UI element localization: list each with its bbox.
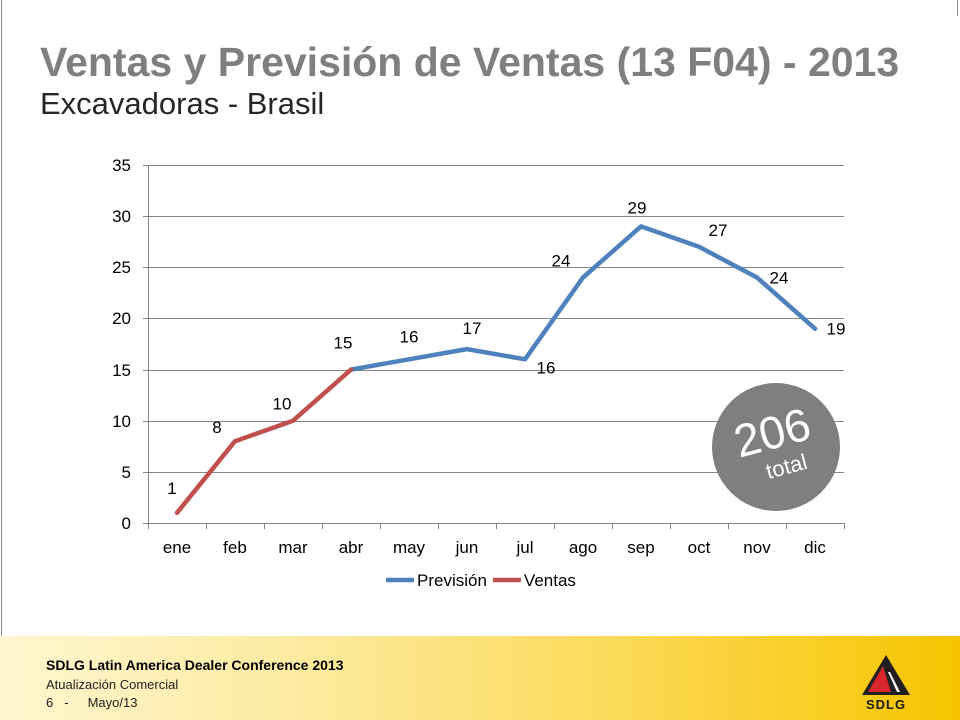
data-label: 24 <box>552 252 571 271</box>
data-label: 19 <box>827 320 846 339</box>
x-axis-labels: ene feb mar abr may jun jul ago sep oct nov dic <box>163 538 827 557</box>
x-tick-label: mar <box>278 538 308 557</box>
y-tick-label: 20 <box>112 309 131 328</box>
line-chart: 0 5 10 15 20 25 30 35 ene feb mar abr may jun jul ago se… <box>112 156 845 590</box>
data-label: 29 <box>628 198 647 217</box>
data-labels: 15 16 17 16 24 29 27 24 19 1 8 10 <box>167 198 845 497</box>
data-label: 8 <box>212 418 221 437</box>
y-axis-labels: 0 5 10 15 20 25 30 35 <box>112 156 131 533</box>
page-number: 6 <box>46 695 54 710</box>
x-tick-label: jun <box>455 538 479 557</box>
legend-item-prevision: Previsión <box>386 571 487 590</box>
y-tick-label: 25 <box>112 258 131 277</box>
data-label: 24 <box>770 269 789 288</box>
x-tick-label: jul <box>515 538 533 557</box>
slide-border-right <box>957 0 958 16</box>
series-line-ventas <box>174 367 354 516</box>
logo-triangle-stripe <box>888 672 900 692</box>
y-tick-label: 35 <box>112 156 131 175</box>
x-tick-label: sep <box>627 538 654 557</box>
x-tick-label: abr <box>339 538 364 557</box>
y-tick-label: 30 <box>112 207 131 226</box>
logo-triangle-red <box>868 666 891 692</box>
slide-title: Ventas y Previsión de Ventas (13 F04) - … <box>40 39 900 85</box>
data-label: 17 <box>463 319 482 338</box>
slide-subtitle: Excavadoras - Brasil <box>40 86 325 121</box>
y-tick-label: 5 <box>122 463 131 482</box>
x-tick-label: may <box>393 538 426 557</box>
x-tick-label: oct <box>688 538 711 557</box>
slide-border-left <box>1 0 2 636</box>
x-tick-label: ago <box>569 538 597 557</box>
data-label: 1 <box>167 479 176 498</box>
y-tick-label: 15 <box>112 361 131 380</box>
legend: Previsión Ventas <box>386 571 576 590</box>
footer-date: Mayo/13 <box>87 695 138 710</box>
legend-label: Previsión <box>417 571 487 590</box>
page-separator: - <box>64 695 69 710</box>
data-label: 10 <box>273 395 292 414</box>
data-label: 15 <box>334 334 353 353</box>
x-tick-label: ene <box>163 538 191 557</box>
y-tick-label: 10 <box>112 412 131 431</box>
conference-name: SDLG Latin America Dealer Conference 201… <box>46 657 344 673</box>
series-lines <box>174 224 818 516</box>
footer-band: SDLG Latin America Dealer Conference 201… <box>0 636 960 720</box>
y-tick-label: 0 <box>122 514 131 533</box>
sdlg-logo: SDLG <box>858 652 914 716</box>
legend-item-ventas: Ventas <box>492 571 576 590</box>
x-tick-label: nov <box>743 538 771 557</box>
sdlg-logo-text: SDLG <box>865 697 907 712</box>
series-line-prevision <box>348 224 818 372</box>
x-tick-label: feb <box>223 538 247 557</box>
x-tick-label: dic <box>804 538 826 557</box>
data-label: 27 <box>709 221 728 240</box>
axes <box>143 165 845 529</box>
data-label: 16 <box>400 327 419 346</box>
page-info: 6- Mayo/13 <box>46 695 137 710</box>
data-label: 16 <box>537 358 556 377</box>
total-badge: 206 total <box>712 383 840 511</box>
sdlg-logo-icon <box>862 655 910 695</box>
legend-label: Ventas <box>524 571 576 590</box>
section-name: Atualización Comercial <box>46 677 179 692</box>
